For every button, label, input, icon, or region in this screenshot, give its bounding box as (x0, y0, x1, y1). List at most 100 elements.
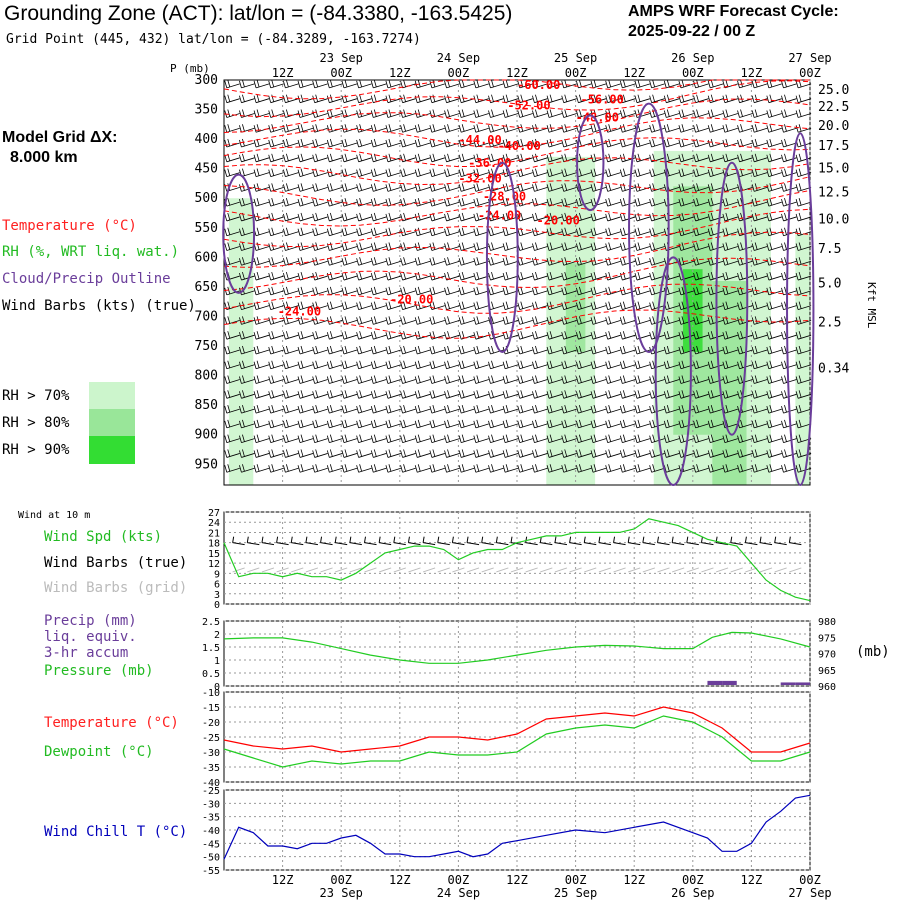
barb-flag (622, 124, 626, 132)
wind-barb (532, 242, 548, 251)
barb-flag (766, 139, 770, 148)
barb-staff (446, 305, 460, 311)
wind-barb (473, 286, 489, 296)
surface-barb-true (466, 542, 480, 546)
barb-flag (356, 302, 360, 310)
wind-barb (751, 434, 768, 444)
wind-barb (282, 79, 299, 89)
barb-flag (329, 360, 333, 368)
barb-flag (227, 198, 231, 206)
barb-staff (446, 231, 460, 237)
barb-flag (637, 375, 641, 383)
barb-staff (622, 260, 636, 266)
barb-flag (429, 302, 433, 310)
barb-flag (781, 465, 784, 473)
barb-flag (520, 79, 524, 88)
barb-staff (519, 364, 533, 370)
barb-flag (535, 153, 538, 161)
barb-flag (605, 332, 609, 340)
barb-staff (358, 408, 372, 414)
barb-staff (475, 423, 489, 429)
barb-staff (475, 379, 489, 384)
barb-staff (285, 364, 299, 370)
barb-flag (242, 109, 245, 117)
page-title: Grounding Zone (ACT): lat/lon = (-84.338… (4, 2, 513, 25)
wind-barb (253, 464, 270, 473)
barb-flag (227, 301, 231, 309)
wind-panel-y-tick: 6 (214, 580, 220, 591)
barb-staff (490, 127, 504, 133)
barb-flag (388, 153, 392, 161)
barb-flag (696, 345, 699, 354)
barb-flag (491, 434, 494, 442)
barb-flag (593, 316, 597, 324)
wind-barb (619, 360, 636, 370)
barb-flag (737, 243, 740, 251)
barb-flag (546, 361, 550, 369)
barb-flag (359, 404, 363, 413)
wind-barb (649, 390, 665, 399)
barb-staff (402, 172, 416, 177)
wind-barb (488, 168, 504, 177)
barb-flag (297, 405, 301, 414)
wind-barb (429, 94, 445, 104)
barb-flag (458, 405, 462, 414)
surface-barb-grid (569, 567, 582, 573)
wind-barb (707, 168, 724, 177)
wind-barb (473, 109, 489, 118)
barb-flag (341, 435, 345, 443)
barb-flag (239, 391, 242, 399)
barb-flag (696, 360, 699, 368)
barb-staff (402, 186, 416, 192)
barb-staff (461, 260, 475, 266)
barb-flag (373, 434, 377, 442)
barb-staff (314, 98, 328, 104)
barb-staff (666, 379, 680, 384)
wind-barb (502, 360, 519, 370)
wind-barb (312, 183, 328, 192)
barb-flag (710, 316, 714, 324)
barb-flag (256, 390, 260, 398)
wind-barb (239, 375, 255, 384)
barb-flag (403, 345, 406, 354)
height-tick-label: 20.0 (818, 119, 849, 134)
barb-flag (798, 375, 802, 383)
barb-flag (242, 390, 245, 398)
top-time-tick: 12Z (623, 66, 645, 80)
barb-flag (725, 124, 729, 132)
barb-flag (740, 434, 743, 442)
barb-flag (652, 390, 656, 398)
barb-flag (458, 125, 462, 133)
barb-flag (400, 272, 403, 281)
barb-flag (666, 109, 670, 117)
wind-barb (663, 124, 680, 133)
surface-barb-true-flag (305, 536, 308, 543)
barb-staff (299, 201, 314, 207)
barb-flag (781, 213, 784, 222)
barb-staff (548, 186, 563, 192)
barb-staff (636, 349, 651, 355)
barb-staff (255, 305, 270, 311)
barb-staff (519, 334, 533, 340)
barb-staff (431, 216, 445, 222)
barb-staff (373, 467, 387, 473)
temperature-contour (223, 137, 811, 168)
barb-flag (458, 465, 462, 473)
wind-barb (385, 434, 402, 444)
barb-flag (417, 449, 421, 457)
barb-flag (535, 94, 538, 102)
barb-flag (722, 243, 726, 251)
barb-flag (488, 110, 491, 118)
barb-staff (548, 379, 563, 384)
barb-flag (696, 331, 699, 339)
barb-flag (326, 95, 330, 103)
wind-barb (722, 316, 738, 325)
surface-barb-true-flag (525, 536, 528, 543)
barb-flag (798, 227, 802, 235)
barb-flag (239, 272, 242, 281)
barb-flag (300, 331, 304, 339)
barb-flag (696, 198, 699, 206)
barb-flag (722, 213, 726, 222)
barb-staff (446, 186, 460, 192)
forecast-cycle: AMPS WRF Forecast Cycle: 2025-09-22 / 00… (628, 2, 839, 42)
